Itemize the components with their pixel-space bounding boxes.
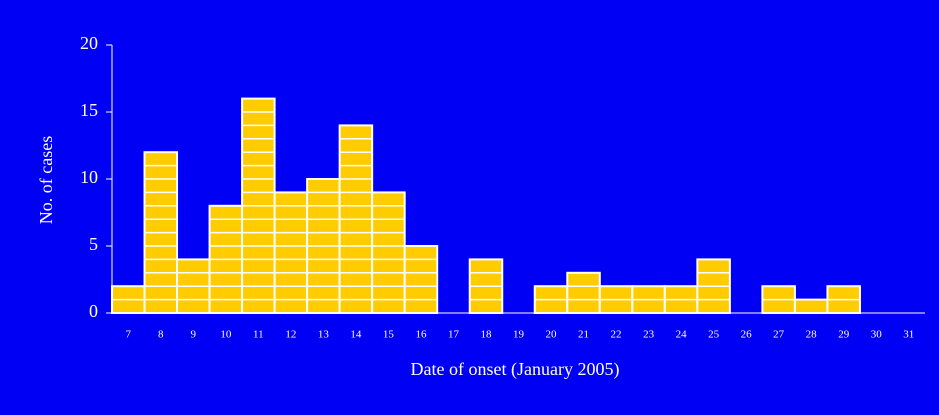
x-tick-label: 14: [350, 329, 362, 341]
x-tick-label: 29: [838, 329, 850, 341]
x-tick-label: 9: [191, 329, 197, 341]
x-tick-label: 24: [676, 329, 688, 341]
x-tick-label: 28: [806, 329, 818, 341]
x-tick-label: 31: [903, 329, 914, 341]
y-axis-label: No. of cases: [36, 136, 56, 224]
y-tick-label: 5: [89, 234, 98, 254]
x-tick-label: 21: [578, 329, 589, 341]
bar: [273, 191, 309, 314]
y-tick-label: 20: [80, 33, 98, 53]
bar: [566, 271, 601, 314]
bar: [371, 191, 406, 314]
x-tick-label: 26: [741, 329, 753, 341]
x-tick-label: 11: [253, 329, 264, 341]
x-tick-label: 16: [415, 329, 427, 341]
x-tick-label: 30: [871, 329, 883, 341]
bar: [403, 245, 439, 314]
x-tick-label: 8: [158, 329, 164, 341]
x-tick-label: 25: [708, 329, 720, 341]
x-axis-label: Date of onset (January 2005): [411, 359, 620, 380]
y-tick-label: 0: [89, 301, 98, 321]
x-tick-label: 22: [611, 329, 622, 341]
x-tick-label: 20: [546, 329, 558, 341]
y-tick-label: 15: [80, 100, 98, 120]
x-tick-label: 12: [285, 329, 296, 341]
x-tick-label: 7: [126, 329, 132, 341]
x-tick-label: 15: [383, 329, 395, 341]
x-tick-label: 10: [220, 329, 232, 341]
x-tick-label: 27: [773, 329, 785, 341]
bar: [793, 298, 829, 315]
x-tick-label: 19: [513, 329, 525, 341]
x-tick-label: 13: [318, 329, 330, 341]
x-tick-label: 17: [448, 329, 460, 341]
x-tick-label: 23: [643, 329, 655, 341]
y-tick-label: 10: [80, 167, 98, 187]
x-tick-label: 18: [480, 329, 492, 341]
